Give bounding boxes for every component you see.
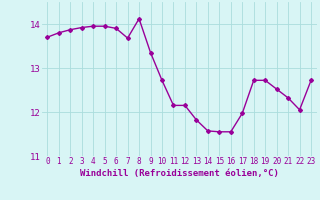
X-axis label: Windchill (Refroidissement éolien,°C): Windchill (Refroidissement éolien,°C) <box>80 169 279 178</box>
